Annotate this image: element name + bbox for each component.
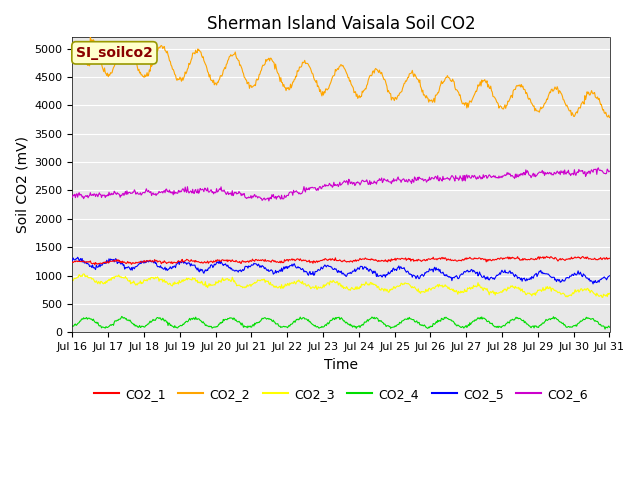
Text: SI_soilco2: SI_soilco2 <box>76 46 153 60</box>
Y-axis label: Soil CO2 (mV): Soil CO2 (mV) <box>15 136 29 233</box>
Title: Sherman Island Vaisala Soil CO2: Sherman Island Vaisala Soil CO2 <box>207 15 476 33</box>
Legend: CO2_1, CO2_2, CO2_3, CO2_4, CO2_5, CO2_6: CO2_1, CO2_2, CO2_3, CO2_4, CO2_5, CO2_6 <box>89 383 593 406</box>
X-axis label: Time: Time <box>324 358 358 372</box>
